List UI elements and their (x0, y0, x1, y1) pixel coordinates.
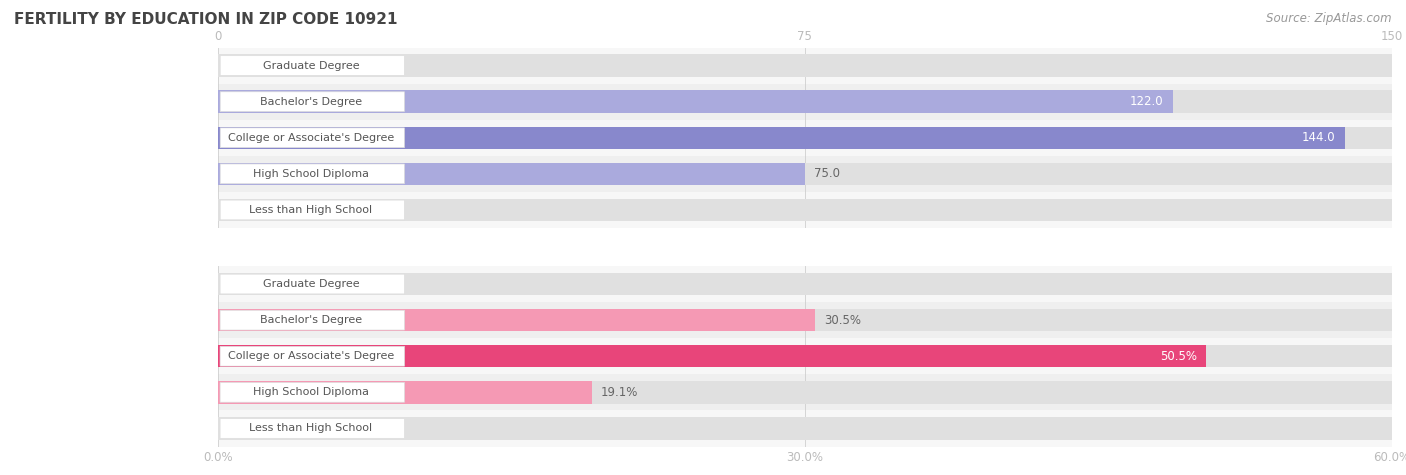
Text: 30.5%: 30.5% (824, 314, 860, 327)
Text: 0.0: 0.0 (228, 59, 246, 72)
Bar (218, 273, 1392, 295)
Text: Bachelor's Degree: Bachelor's Degree (260, 315, 361, 325)
Bar (218, 309, 1392, 332)
Bar (218, 156, 1392, 192)
FancyBboxPatch shape (221, 164, 405, 184)
Bar (218, 381, 592, 404)
Bar (218, 338, 1392, 374)
Text: Less than High School: Less than High School (249, 423, 373, 434)
Bar (218, 48, 1392, 84)
Bar (218, 266, 1392, 302)
Text: High School Diploma: High School Diploma (253, 387, 368, 398)
FancyBboxPatch shape (221, 200, 405, 220)
Text: College or Associate's Degree: College or Associate's Degree (228, 133, 394, 143)
Bar (218, 417, 1392, 440)
Bar (218, 84, 1392, 120)
Bar (218, 162, 806, 185)
Text: Graduate Degree: Graduate Degree (263, 60, 359, 71)
Bar (218, 126, 1392, 149)
Bar (218, 54, 1392, 77)
Text: 19.1%: 19.1% (600, 386, 638, 399)
FancyBboxPatch shape (221, 382, 405, 402)
Bar (218, 120, 1392, 156)
Text: 75.0: 75.0 (814, 167, 841, 180)
Text: Source: ZipAtlas.com: Source: ZipAtlas.com (1267, 12, 1392, 25)
Text: 0.0%: 0.0% (228, 422, 257, 435)
Text: Bachelor's Degree: Bachelor's Degree (260, 96, 361, 107)
Bar (218, 90, 1392, 113)
Text: Less than High School: Less than High School (249, 205, 373, 215)
Text: 0.0%: 0.0% (228, 277, 257, 291)
Bar (218, 345, 1206, 368)
Text: Graduate Degree: Graduate Degree (263, 279, 359, 289)
Text: College or Associate's Degree: College or Associate's Degree (228, 351, 394, 361)
Bar (218, 381, 1392, 404)
Bar (218, 192, 1392, 228)
Text: 144.0: 144.0 (1302, 131, 1336, 144)
FancyBboxPatch shape (221, 274, 405, 294)
Bar (218, 162, 1392, 185)
Bar (218, 199, 1392, 221)
Bar (218, 302, 1392, 338)
Text: High School Diploma: High School Diploma (253, 169, 368, 179)
Text: FERTILITY BY EDUCATION IN ZIP CODE 10921: FERTILITY BY EDUCATION IN ZIP CODE 10921 (14, 12, 398, 27)
Bar (218, 90, 1173, 113)
FancyBboxPatch shape (221, 128, 405, 148)
Bar (218, 410, 1392, 446)
Text: 50.5%: 50.5% (1160, 350, 1197, 363)
Text: 122.0: 122.0 (1130, 95, 1163, 108)
FancyBboxPatch shape (221, 418, 405, 438)
FancyBboxPatch shape (221, 310, 405, 330)
FancyBboxPatch shape (221, 92, 405, 112)
Bar (218, 374, 1392, 410)
Text: 0.0: 0.0 (228, 203, 246, 217)
FancyBboxPatch shape (221, 346, 405, 366)
Bar (218, 126, 1346, 149)
FancyBboxPatch shape (221, 56, 405, 76)
Bar (218, 345, 1392, 368)
Bar (218, 309, 814, 332)
